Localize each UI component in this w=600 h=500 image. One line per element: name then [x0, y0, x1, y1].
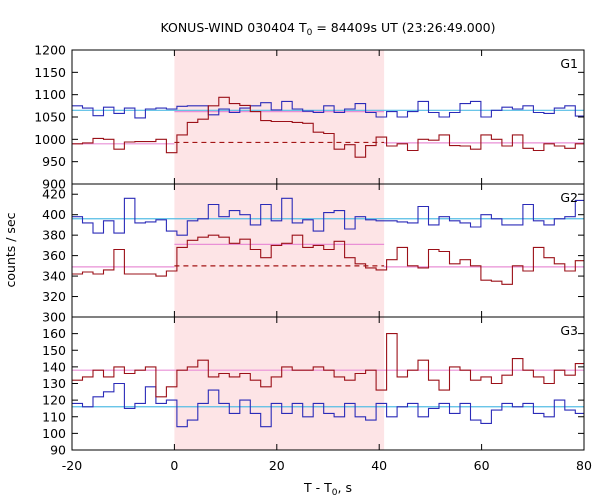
source-interval-shade — [174, 184, 385, 317]
panel-series — [72, 333, 584, 428]
y-tick-label: 420 — [42, 187, 66, 202]
red-series-line — [72, 333, 584, 398]
source-interval-shade — [174, 317, 385, 450]
blue-series-line — [72, 197, 584, 236]
red-series-line — [72, 234, 584, 285]
y-tick-label: 130 — [42, 376, 66, 391]
y-tick-label: 400 — [42, 207, 66, 222]
y-tick-label: 300 — [42, 310, 66, 325]
blue-series-line — [72, 382, 584, 428]
red-series-line — [72, 96, 584, 158]
panel-series — [72, 96, 584, 158]
y-tick-label: 1150 — [34, 65, 66, 80]
y-tick-label: 1050 — [34, 110, 66, 125]
panel-g2: 300 320 340 360 380 400 420 G2 — [42, 183, 585, 325]
y-axis-label: counts / sec — [3, 212, 18, 287]
y-tick-label: 360 — [42, 248, 66, 263]
plot-area: 90095010001050110011501200G1300320340360… — [34, 43, 592, 474]
y-tick-label: 900 — [42, 177, 66, 192]
panel-label: G3 — [560, 323, 578, 338]
chart-title: KONUS-WIND 030404 T0 = 84409s UT (23:26:… — [160, 20, 495, 38]
x-tick-label: -20 — [62, 458, 82, 473]
source-interval-shade — [174, 50, 385, 184]
x-tick-label: 40 — [371, 458, 387, 473]
panel-label: G2 — [560, 190, 578, 205]
x-tick-label: 60 — [474, 458, 490, 473]
y-tick-label: 1000 — [34, 132, 66, 147]
y-tick-label: 340 — [42, 269, 66, 284]
y-tick-label: 1100 — [34, 87, 66, 102]
y-tick-label: 320 — [42, 289, 66, 304]
y-tick-label: 380 — [42, 228, 66, 243]
y-tick-label: 90 — [50, 443, 66, 458]
y-tick-label: 110 — [42, 409, 66, 424]
x-tick-label: 0 — [170, 458, 178, 473]
y-tick-label: 1200 — [34, 43, 66, 58]
panel-label: G1 — [560, 56, 578, 71]
x-tick-label: 80 — [576, 458, 592, 473]
panel-g1: 900 950 1000 1050 1100 1150 1200 G1 — [34, 43, 585, 192]
y-tick-label: 100 — [42, 426, 66, 441]
y-tick-label: 160 — [42, 326, 66, 341]
y-tick-label: 950 — [42, 154, 66, 169]
x-tick-label: 20 — [269, 458, 285, 473]
x-axis-label: T - T0, s — [303, 480, 352, 498]
y-tick-label: 140 — [42, 359, 66, 374]
panel-series — [72, 197, 584, 285]
y-tick-label: 150 — [42, 343, 66, 358]
blue-series-line — [72, 100, 584, 119]
y-tick-label: 120 — [42, 393, 66, 408]
